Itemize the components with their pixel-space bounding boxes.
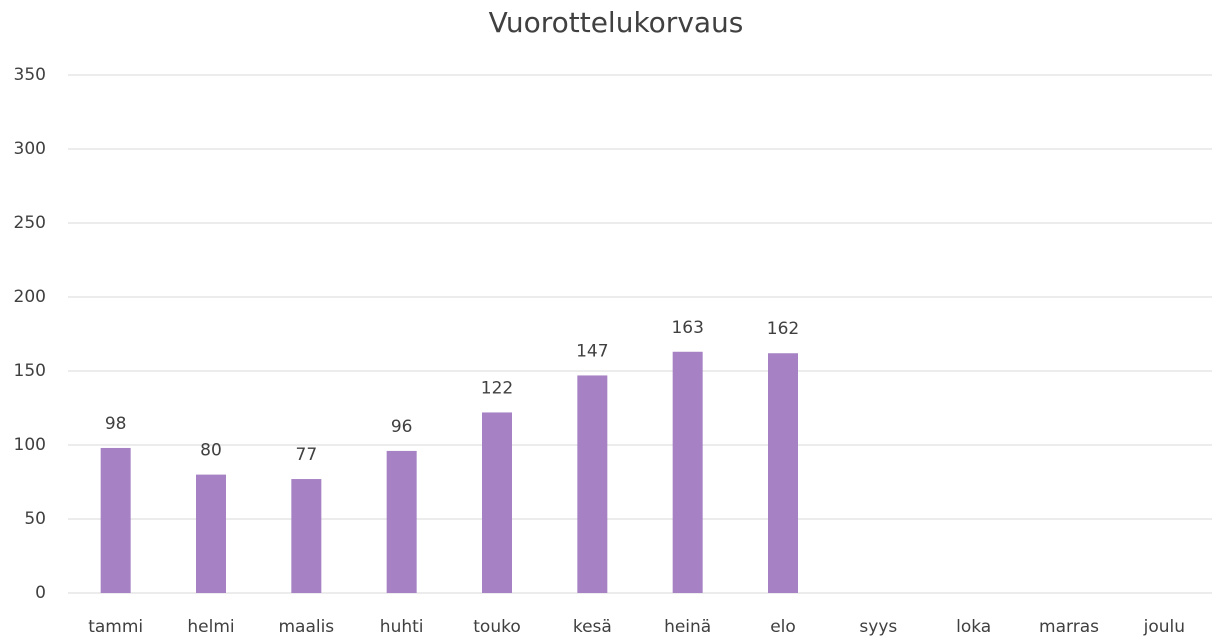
x-tick-label: helmi bbox=[187, 617, 234, 637]
x-tick-label: syys bbox=[859, 617, 897, 637]
x-tick-label: marras bbox=[1039, 617, 1099, 637]
data-label: 98 bbox=[105, 414, 127, 434]
x-tick-label: tammi bbox=[88, 617, 143, 637]
y-tick-label: 300 bbox=[14, 139, 46, 159]
x-tick-label: huhti bbox=[380, 617, 424, 637]
chart-title: Vuorottelukorvaus bbox=[489, 6, 744, 39]
bar bbox=[482, 412, 512, 593]
y-tick-label: 50 bbox=[24, 509, 46, 529]
data-label: 80 bbox=[200, 441, 222, 461]
bar bbox=[196, 474, 226, 593]
data-label: 163 bbox=[671, 318, 703, 338]
y-tick-label: 100 bbox=[14, 435, 46, 455]
y-tick-label: 150 bbox=[14, 361, 46, 381]
x-tick-label: elo bbox=[770, 617, 796, 637]
bar bbox=[100, 447, 131, 593]
bar bbox=[672, 351, 703, 593]
y-tick-label: 350 bbox=[14, 65, 46, 85]
x-tick-label: maalis bbox=[278, 617, 334, 637]
x-tick-label: joulu bbox=[1143, 617, 1185, 637]
y-tick-label: 0 bbox=[35, 583, 46, 603]
bar bbox=[386, 450, 417, 593]
x-tick-label: loka bbox=[956, 617, 991, 637]
x-tick-label: heinä bbox=[664, 617, 711, 637]
data-label: 77 bbox=[296, 445, 318, 465]
data-label: 96 bbox=[391, 417, 413, 437]
x-tick-label: touko bbox=[473, 617, 520, 637]
data-label: 147 bbox=[576, 341, 608, 361]
y-tick-label: 200 bbox=[14, 287, 46, 307]
bar bbox=[577, 375, 608, 593]
bar bbox=[291, 479, 322, 593]
data-label: 162 bbox=[767, 319, 799, 339]
data-label: 122 bbox=[481, 378, 513, 398]
y-tick-label: 250 bbox=[14, 213, 46, 233]
x-tick-label: kesä bbox=[573, 617, 612, 637]
bar bbox=[768, 353, 798, 593]
